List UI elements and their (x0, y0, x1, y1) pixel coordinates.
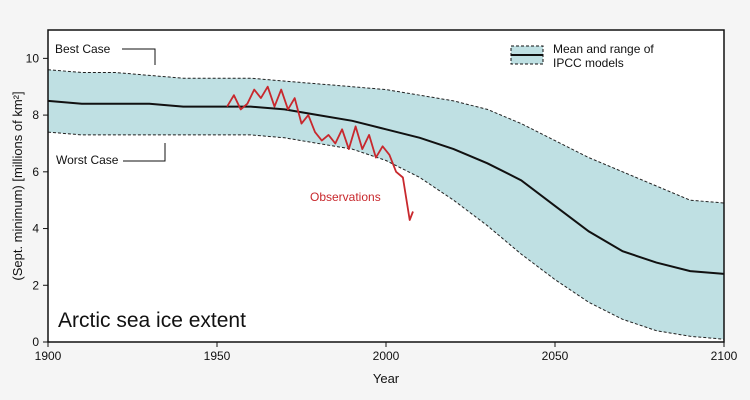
y-axis-title: (Sept. minimum) [millions of km²] (10, 91, 25, 280)
worst-case-leader (123, 143, 166, 162)
x-axis-title: Year (373, 371, 400, 386)
observations-layer (226, 85, 414, 221)
y-tick-label: 10 (26, 51, 40, 65)
worst-case-label: Worst Case (56, 153, 119, 167)
x-tick-label: 1950 (204, 349, 231, 363)
model-mean-line (47, 99, 725, 275)
best-case-label: Best Case (55, 42, 111, 56)
model-range-band (48, 69, 724, 340)
legend-label-line1: Mean and range of (553, 42, 654, 56)
x-tick-label: 2050 (542, 349, 569, 363)
y-tick-label: 2 (32, 278, 39, 292)
best-case-leader (122, 48, 156, 65)
model-range-band-layer (47, 69, 725, 340)
y-tick-label: 0 (32, 335, 39, 349)
x-tick-label: 1900 (35, 349, 62, 363)
x-tick-label: 2100 (711, 349, 738, 363)
model-mean-layer (47, 99, 725, 275)
observations-label: Observations (310, 190, 381, 204)
y-tick-label: 6 (32, 165, 39, 179)
y-tick-label: 4 (32, 222, 39, 236)
tick-layer: 1900 1950 2000 2050 2100 0 2 4 6 8 10 (26, 51, 738, 363)
y-tick-label: 8 (32, 108, 39, 122)
observations-line (226, 85, 414, 221)
model-range-lower-line (47, 131, 725, 340)
model-range-upper-line (47, 69, 725, 204)
chart-title: Arctic sea ice extent (58, 309, 246, 332)
x-tick-label: 2000 (373, 349, 400, 363)
legend-label-line2: IPCC models (553, 56, 624, 70)
